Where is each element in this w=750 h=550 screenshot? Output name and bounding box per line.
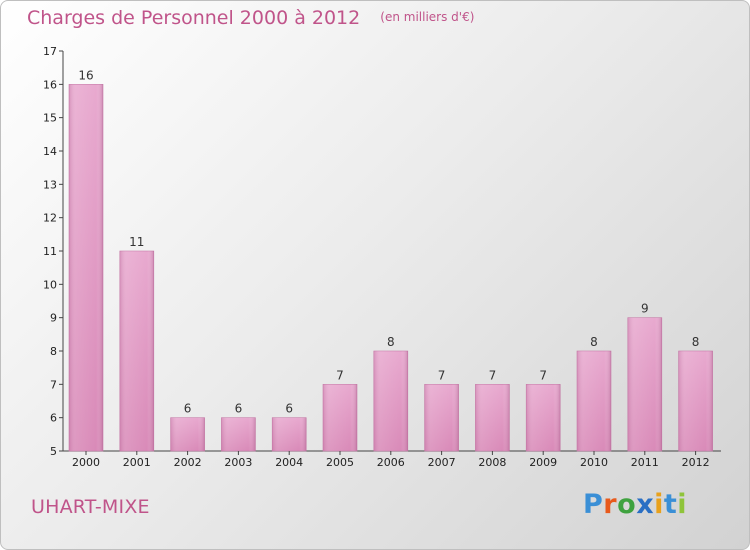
value-label: 6 (184, 402, 192, 416)
x-tick-label: 2006 (377, 456, 405, 469)
y-tick-label: 17 (43, 45, 57, 58)
x-tick-label: 2005 (326, 456, 354, 469)
value-label: 8 (387, 335, 395, 349)
bar-shading (272, 417, 307, 451)
y-tick-label: 9 (50, 312, 57, 325)
value-label: 7 (489, 368, 497, 382)
value-label: 6 (285, 402, 293, 416)
logo-letter-i: i (654, 489, 664, 520)
x-tick-label: 2012 (682, 456, 710, 469)
value-label: 11 (129, 235, 144, 249)
logo-letter-r: r (603, 489, 618, 520)
value-label: 7 (336, 368, 344, 382)
y-tick-label: 7 (50, 378, 57, 391)
x-tick-label: 2001 (123, 456, 151, 469)
x-tick-label: 2003 (224, 456, 252, 469)
commune-name: UHART-MIXE (31, 496, 150, 518)
x-tick-label: 2007 (428, 456, 456, 469)
y-tick-label: 16 (43, 78, 57, 91)
bar-shading (221, 417, 256, 451)
y-tick-label: 15 (43, 112, 57, 125)
bar-shading (577, 351, 611, 451)
x-tick-label: 2002 (174, 456, 202, 469)
bar-shading (373, 351, 408, 451)
value-label: 8 (590, 335, 598, 349)
logo-letter-i2: i (677, 489, 688, 520)
x-tick-label: 2000 (72, 456, 100, 469)
y-tick-label: 11 (43, 245, 57, 258)
y-tick-label: 5 (50, 445, 57, 458)
y-tick-label: 12 (43, 212, 57, 225)
x-tick-label: 2004 (275, 456, 303, 469)
x-tick-label: 2010 (580, 456, 608, 469)
logo-letter-p: P (583, 489, 604, 520)
bar-shading (424, 384, 459, 451)
logo-letter-t: t (663, 489, 678, 520)
value-label: 8 (692, 335, 700, 349)
x-tick-label: 2011 (631, 456, 659, 469)
bar-shading (170, 417, 205, 451)
bar-shading (627, 317, 662, 451)
bar-shading (475, 384, 510, 451)
y-tick-label: 13 (43, 178, 57, 191)
value-label: 16 (78, 68, 93, 82)
x-tick-label: 2009 (529, 456, 557, 469)
y-tick-label: 10 (43, 278, 57, 291)
chart-title-text: Charges de Personnel 2000 à 2012 (27, 7, 361, 29)
bar-shading (526, 384, 561, 451)
bar-shading (678, 351, 713, 451)
chart-unit: (en milliers d'€) (380, 10, 475, 24)
value-label: 7 (539, 368, 547, 382)
chart-title: Charges de Personnel 2000 à 2012 (en mil… (27, 7, 474, 29)
bar-shading (119, 251, 154, 451)
logo-letter-x: x (636, 489, 655, 520)
y-tick-label: 6 (50, 412, 57, 425)
proxiti-logo: Proxiti (583, 489, 687, 520)
y-tick-label: 14 (43, 145, 57, 158)
bar-shading (323, 384, 357, 451)
value-label: 9 (641, 302, 649, 316)
value-label: 7 (438, 368, 446, 382)
value-label: 6 (235, 402, 243, 416)
x-tick-label: 2008 (478, 456, 506, 469)
logo-letter-o: o (617, 489, 637, 520)
bar-shading (69, 84, 103, 451)
y-tick-label: 8 (50, 345, 57, 358)
